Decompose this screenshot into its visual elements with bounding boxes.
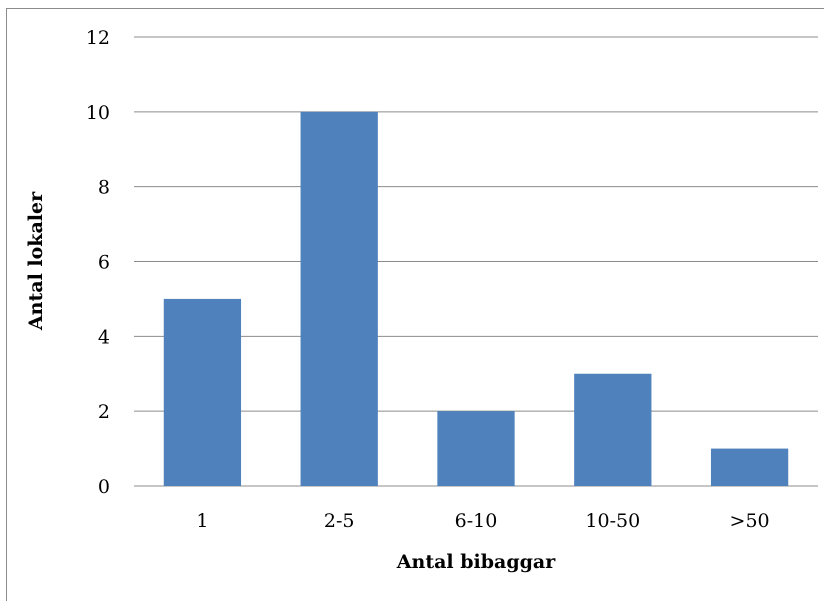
x-tick-label: 1 xyxy=(196,510,208,532)
bar-1 xyxy=(163,298,242,486)
bars xyxy=(163,111,789,486)
y-tick-label: 6 xyxy=(98,252,110,274)
y-tick-label: 4 xyxy=(98,326,110,348)
x-tick-labels: 1 2-5 6-10 10-50 >50 xyxy=(196,510,769,532)
y-tick-label: 0 xyxy=(98,476,110,498)
chart-frame xyxy=(6,8,824,601)
y-tick-label: 10 xyxy=(86,102,110,124)
x-axis-title: Antal bibaggar xyxy=(396,551,556,573)
x-tick-label: >50 xyxy=(730,510,770,532)
bar-2-5 xyxy=(300,111,378,486)
x-tick-label: 10-50 xyxy=(585,510,640,532)
x-tick-label: 6-10 xyxy=(455,510,498,532)
y-tick-label: 2 xyxy=(98,401,110,423)
bar->50 xyxy=(710,448,789,486)
y-tick-labels: 0 2 4 6 8 10 12 xyxy=(86,27,110,498)
bar-10-50 xyxy=(574,373,652,486)
y-axis-title: Antal lokaler xyxy=(25,191,47,331)
y-tick-label: 12 xyxy=(86,27,110,49)
bar-6-10 xyxy=(437,411,515,486)
x-tick-label: 2-5 xyxy=(324,510,355,532)
y-tick-label: 8 xyxy=(98,177,110,199)
